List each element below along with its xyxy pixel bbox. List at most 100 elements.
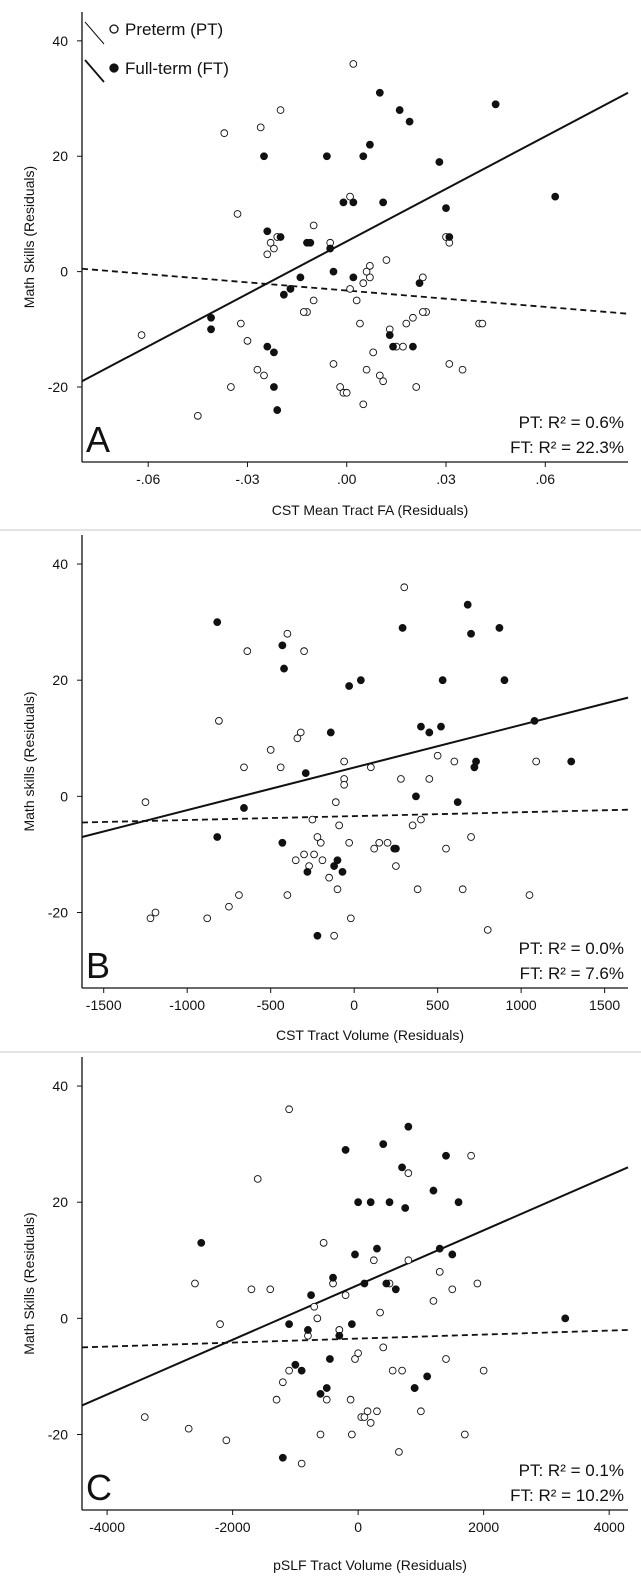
y-tick-label: 0 [60, 788, 68, 804]
y-tick-label: 20 [52, 672, 68, 688]
pt-point [283, 891, 292, 899]
pt-point [346, 914, 355, 923]
ft-point [379, 198, 388, 207]
ft-point [435, 158, 444, 166]
pt-point [349, 60, 358, 68]
y-tick-label: 0 [60, 1310, 68, 1326]
pt-point [362, 267, 371, 276]
pt-point [341, 1291, 350, 1299]
ft-point [270, 348, 278, 357]
pt-point [318, 856, 327, 865]
ft-point [345, 682, 354, 690]
pt-point [363, 1407, 372, 1416]
pt-point [263, 250, 272, 259]
pt-point [313, 1314, 322, 1323]
x-tick-label: -.03 [235, 471, 259, 487]
ft-point [495, 624, 504, 632]
pt-point [413, 885, 422, 894]
pt-point [435, 1268, 444, 1276]
y-tick-label: -20 [48, 1427, 68, 1443]
ft-point [291, 1360, 300, 1369]
ft-r2-stat: FT: R² = 22.3% [510, 438, 624, 457]
ft-point [273, 406, 282, 414]
pt-point [398, 1366, 406, 1375]
pt-point [418, 273, 427, 282]
pt-point [402, 319, 411, 328]
pt-point [450, 757, 459, 766]
pt-point [359, 400, 368, 409]
legend: Preterm (PT) Full-term (FT) [84, 20, 229, 83]
pt-point [227, 383, 235, 391]
pt-point [299, 308, 308, 316]
pt-point [253, 365, 262, 374]
ft-point [356, 676, 365, 685]
pt-point [483, 926, 492, 934]
ft-point [429, 1186, 438, 1195]
x-tick-label: 4000 [594, 1519, 625, 1535]
ft-point [442, 1151, 450, 1160]
ft-point [322, 152, 331, 161]
pt-point [409, 313, 417, 322]
pt-point [293, 734, 302, 743]
ft-point [398, 624, 407, 632]
pt-point [333, 885, 342, 894]
panel-label: A [86, 419, 110, 460]
pt-point [345, 838, 354, 847]
pt-point [467, 1151, 475, 1160]
ft-point [561, 1314, 570, 1323]
ft-point [491, 100, 500, 109]
ft-point [279, 290, 288, 299]
pt-point [193, 411, 202, 420]
pt-point [388, 1366, 397, 1375]
pt-point [382, 256, 391, 264]
ft-point [438, 676, 447, 685]
pt-point [329, 360, 338, 368]
pt-point [362, 365, 371, 374]
pt-point [247, 1285, 256, 1294]
x-tick-label: 0 [350, 997, 358, 1013]
y-tick-label: -20 [48, 379, 68, 395]
pt-point [253, 1175, 262, 1183]
ft-point [404, 1122, 413, 1131]
pt-point [266, 746, 275, 754]
x-tick-label: 1500 [589, 997, 620, 1013]
ft-point [263, 227, 272, 236]
ft-point [385, 1198, 394, 1207]
pt-point [366, 273, 374, 282]
ft-point [472, 757, 480, 766]
y-axis-title: Math Skills (Residuals) [21, 166, 37, 308]
pt-point [184, 1424, 193, 1433]
pt-point [316, 838, 325, 847]
pt-point [313, 833, 322, 841]
ft-point [389, 342, 397, 351]
x-tick-label: -.06 [136, 471, 160, 487]
pt-point [429, 1297, 438, 1305]
y-tick-label: -20 [48, 905, 68, 921]
pt-point [448, 1285, 457, 1294]
pt-point [433, 751, 442, 760]
ft-point [530, 716, 539, 725]
ft-point [280, 664, 288, 673]
ft-point [270, 383, 278, 391]
x-axis-title: CST Tract Volume (Residuals) [276, 1027, 464, 1043]
legend-solid-line-icon [84, 59, 105, 83]
pt-point [373, 1407, 381, 1416]
pt-point [352, 296, 361, 305]
pt-point [141, 798, 150, 807]
pt-point [395, 1448, 403, 1456]
pt-point [222, 1436, 231, 1445]
ft-point [306, 238, 315, 247]
pt-point [458, 885, 467, 894]
y-tick-label: 40 [52, 1078, 68, 1094]
chart-panel-a: -20 0 20 40 -.06 -.03 .00 .03 .06 CST Mean Tract … [21, 12, 629, 518]
ft-r2-stat: FT: R² = 10.2% [510, 1486, 624, 1505]
ft-point [354, 1198, 363, 1207]
pt-point [478, 319, 487, 328]
legend-preterm-label: Preterm (PT) [125, 20, 223, 39]
ft-point [207, 313, 215, 322]
ft-point [333, 856, 342, 865]
pt-point [346, 1395, 355, 1404]
ft-point [297, 1366, 306, 1375]
x-axis-title: CST Mean Tract FA (Residuals) [272, 502, 469, 518]
ft-point [263, 342, 272, 351]
